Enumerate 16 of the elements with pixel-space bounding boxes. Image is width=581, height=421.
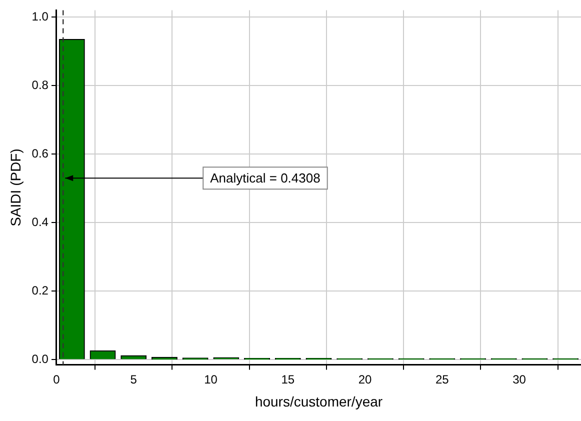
x-tick-label: 0 <box>53 372 60 386</box>
x-tick-label: 25 <box>435 372 450 386</box>
x-axis-title: hours/customer/year <box>254 393 383 410</box>
x-tick-label: 15 <box>281 372 295 386</box>
y-axis-title: SAIDI (PDF) <box>7 148 24 226</box>
x-tick-label: 10 <box>204 372 218 386</box>
y-tick-label: 0.8 <box>32 78 49 92</box>
x-tick-label: 30 <box>512 372 526 386</box>
y-tick-label: 0.6 <box>32 146 49 160</box>
y-tick-label: 0.4 <box>32 214 49 229</box>
y-tick-label: 0.0 <box>32 352 49 366</box>
y-tick-label: 0.2 <box>32 283 49 298</box>
y-tick-label: 1.0 <box>32 9 49 24</box>
annotation: Analytical = 0.4308 <box>210 170 320 186</box>
x-tick-label: 20 <box>358 372 372 386</box>
x-tick-label: 5 <box>130 372 138 386</box>
